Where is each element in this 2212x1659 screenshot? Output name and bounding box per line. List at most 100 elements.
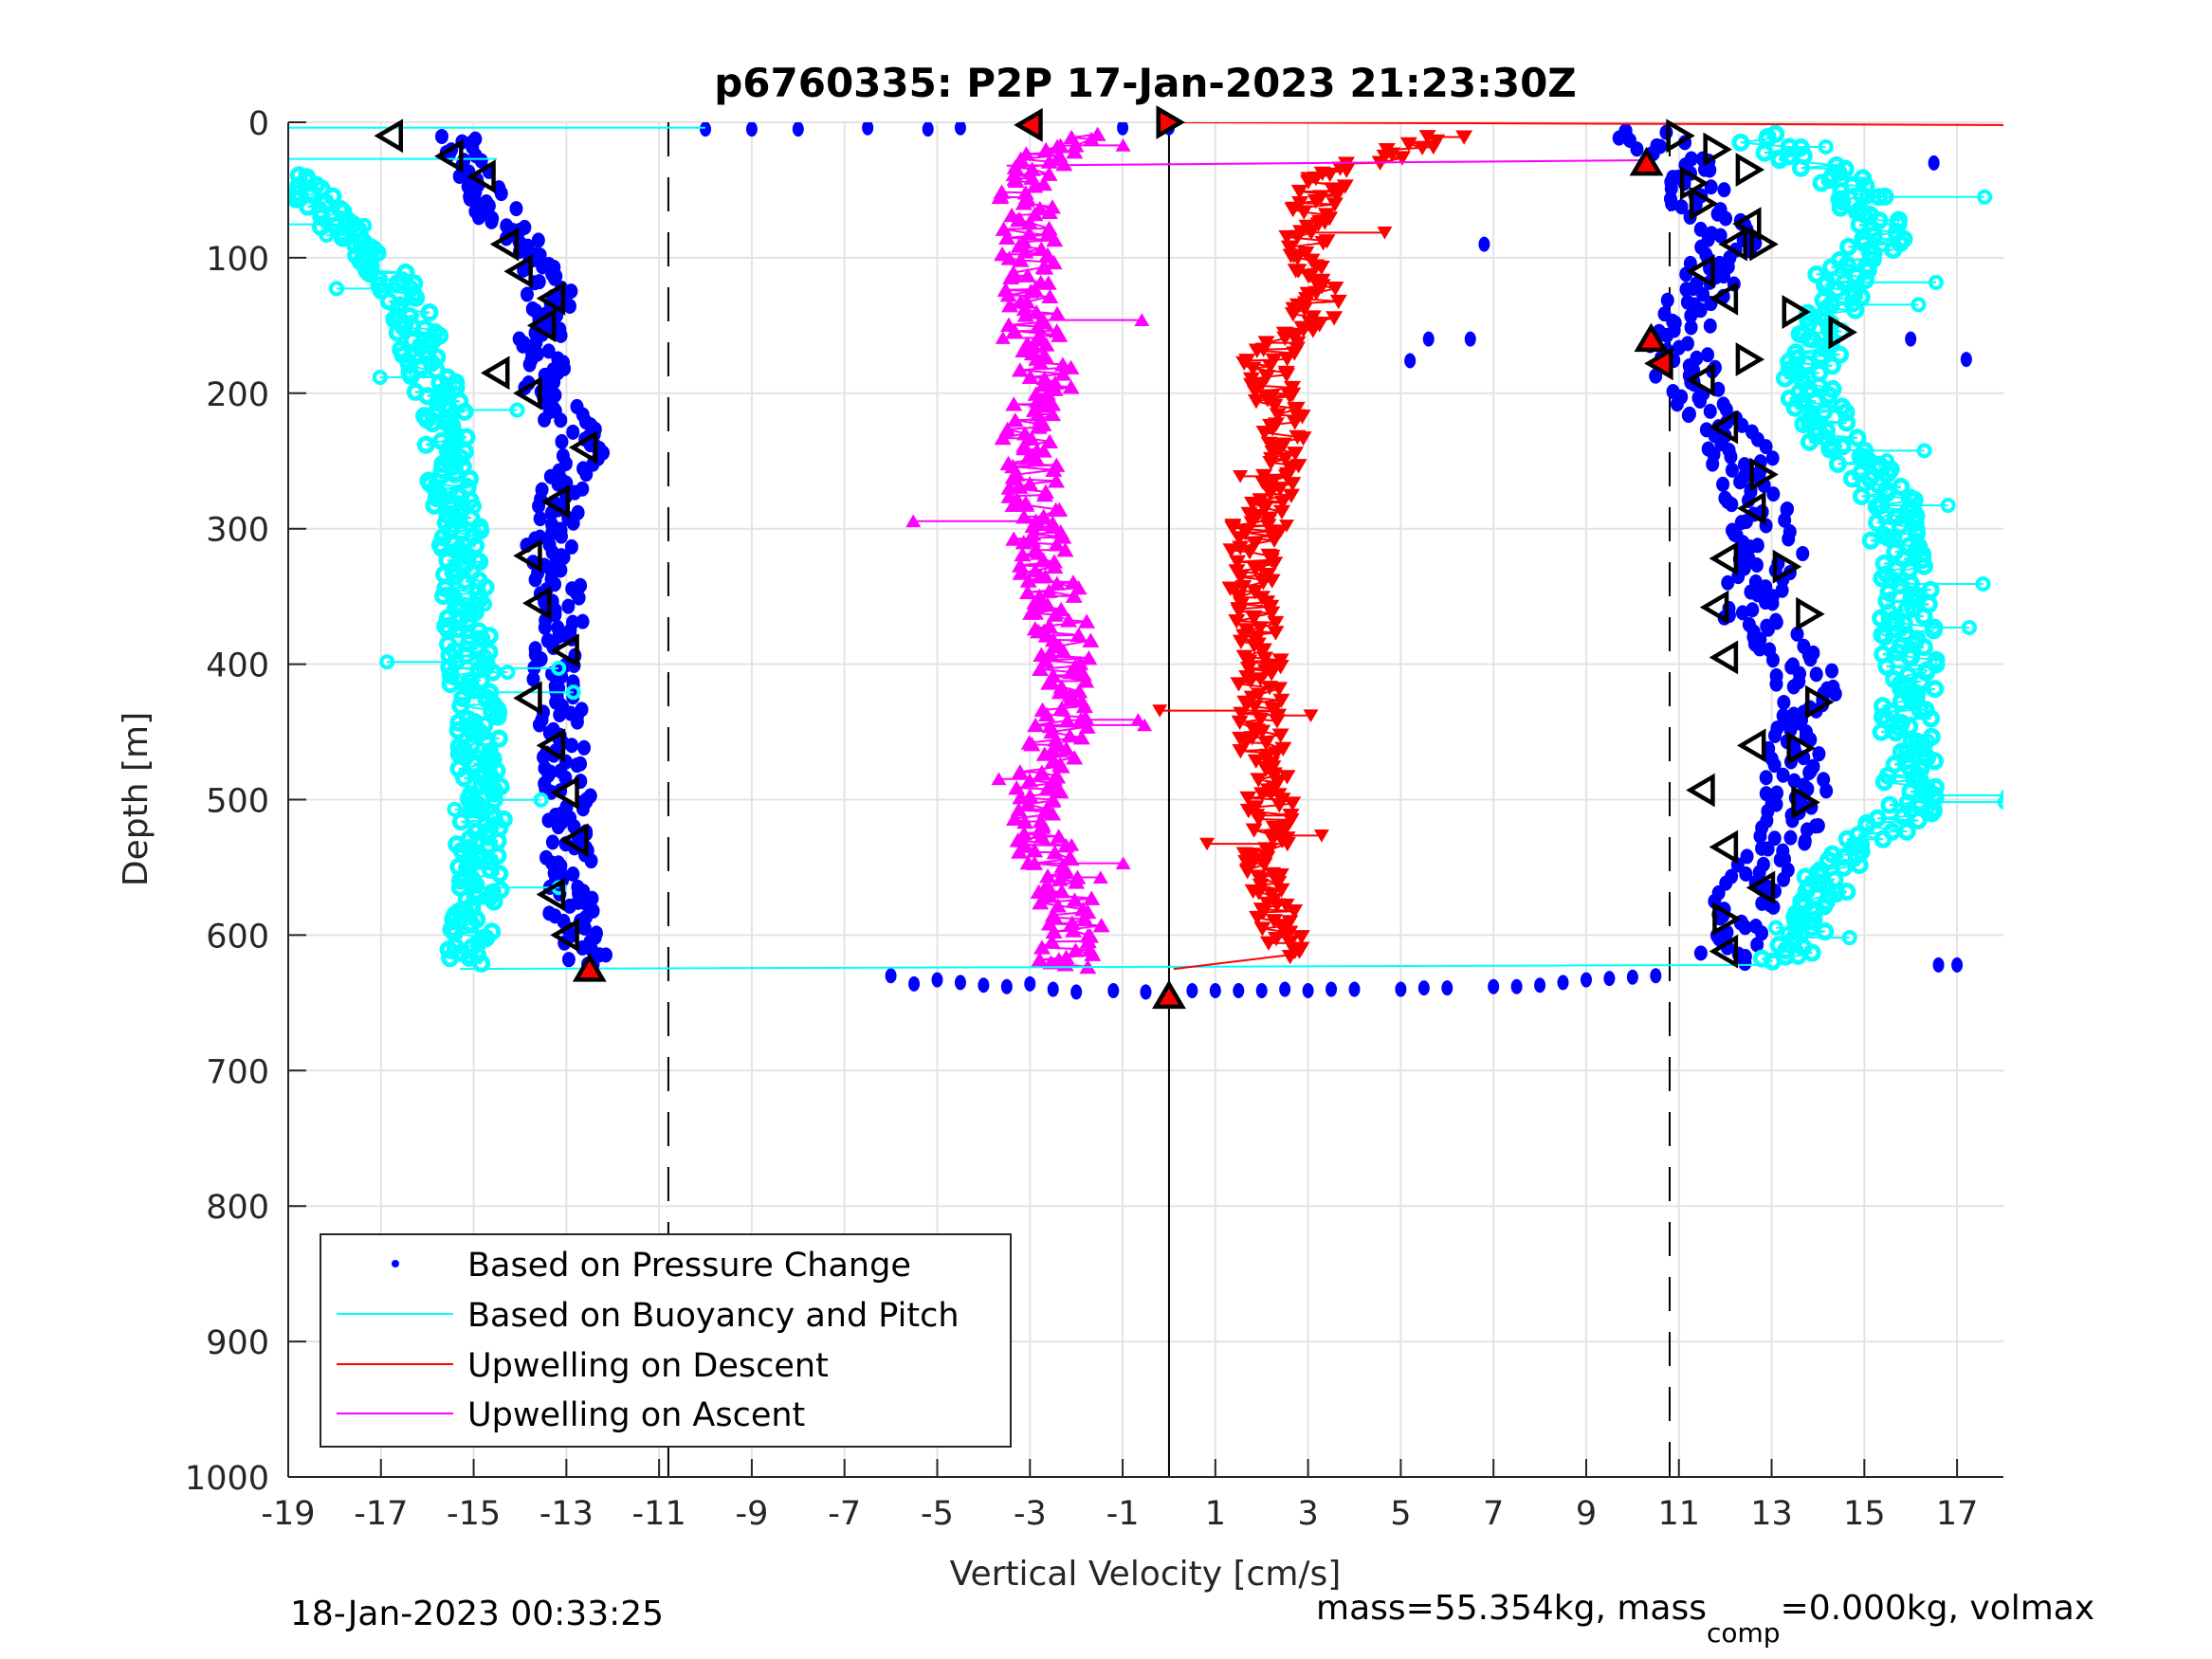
data-point	[1035, 486, 1053, 502]
data-point	[1739, 866, 1753, 882]
x-tick-label: 15	[1843, 1495, 1886, 1533]
data-point	[1417, 980, 1430, 996]
data-point	[551, 660, 567, 676]
connector-lines	[288, 122, 2003, 971]
data-point	[1066, 144, 1084, 159]
data-point	[1051, 871, 1069, 886]
data-point	[1765, 595, 1780, 611]
turn-marker	[1644, 346, 1673, 381]
segment-marker	[536, 281, 566, 316]
data-point	[1034, 443, 1052, 458]
series-segment	[1020, 259, 1054, 264]
data-point	[1115, 138, 1131, 152]
data-point	[528, 572, 542, 588]
data-point	[954, 122, 966, 136]
data-point	[1011, 764, 1029, 779]
data-point	[1046, 558, 1064, 574]
data-point	[1001, 298, 1019, 313]
x-tick-label: -7	[828, 1495, 861, 1533]
data-point	[995, 331, 1011, 344]
data-point	[1677, 175, 1691, 191]
data-point	[999, 287, 1017, 302]
series-segment	[1028, 862, 1063, 867]
data-point	[700, 122, 712, 137]
data-point	[566, 424, 580, 440]
data-point	[1039, 868, 1057, 884]
data-point	[1455, 130, 1473, 145]
data-point	[1761, 621, 1775, 637]
data-point	[1404, 353, 1417, 369]
data-point	[2000, 789, 2003, 802]
data-point	[1051, 684, 1069, 700]
data-point	[1006, 412, 1024, 428]
data-point	[1776, 767, 1790, 783]
data-point	[1255, 982, 1268, 998]
data-point	[1701, 347, 1715, 363]
data-point	[1130, 713, 1146, 726]
series-segment	[1020, 154, 1060, 160]
segment-marker	[526, 308, 557, 343]
series-segment	[1909, 655, 1911, 659]
data-point	[1905, 331, 1917, 347]
data-point	[554, 412, 568, 428]
data-point	[1773, 851, 1787, 867]
data-point	[1713, 228, 1728, 244]
data-point	[1721, 574, 1735, 591]
series-segment	[1016, 468, 1054, 476]
segment-marker	[1736, 728, 1766, 763]
data-point	[1002, 269, 1020, 284]
data-point	[1069, 627, 1088, 643]
data-point	[1083, 890, 1101, 905]
surface-connector	[1006, 159, 1647, 167]
turn-marker	[1629, 146, 1664, 176]
data-point	[1032, 569, 1050, 584]
data-point	[1046, 231, 1064, 247]
data-point	[1082, 632, 1100, 647]
data-point	[333, 228, 352, 247]
legend-marker-pressure	[392, 1260, 399, 1267]
data-point	[1023, 737, 1041, 752]
x-tick-labels: -19 -17 -15 -13 -11 -9 -7 -5 -3 -1 1 3 5 7 9 11 13 15 17	[261, 1495, 1978, 1533]
segment-marker	[1686, 773, 1715, 808]
data-point	[1050, 829, 1068, 844]
data-point	[544, 784, 558, 800]
data-point	[1015, 342, 1033, 358]
data-point	[1750, 937, 1764, 953]
series-segment	[1263, 910, 1295, 914]
segment-marker	[1689, 186, 1719, 221]
data-point	[1083, 131, 1101, 147]
data-point	[954, 975, 966, 991]
data-point	[1759, 439, 1773, 455]
data-point	[452, 841, 471, 860]
data-point	[1703, 403, 1717, 419]
data-point	[545, 834, 559, 850]
data-point	[1837, 883, 1856, 902]
segment-marker	[434, 138, 464, 173]
series-segment	[1016, 787, 1048, 791]
data-point	[1046, 607, 1064, 622]
segment-marker	[1804, 684, 1835, 720]
data-point	[379, 654, 395, 670]
data-point	[551, 476, 565, 492]
x-tick-label: -9	[735, 1495, 768, 1533]
data-point	[1035, 746, 1053, 761]
data-point	[1011, 362, 1029, 377]
data-point	[1005, 323, 1023, 338]
data-point	[1026, 843, 1044, 858]
data-point	[1065, 922, 1083, 938]
data-point	[471, 210, 485, 226]
data-point	[1940, 498, 1956, 514]
turn-marker	[1634, 322, 1669, 353]
series-segment	[320, 210, 344, 218]
data-point	[1510, 978, 1523, 994]
series-segment	[1040, 667, 1071, 673]
series-segment	[1049, 894, 1092, 900]
y-tick-label: 500	[206, 783, 269, 821]
y-tick-label: 400	[206, 647, 269, 685]
data-point	[1012, 565, 1030, 580]
data-point	[1649, 368, 1663, 384]
mass-text: mass=55.354kg, mass	[1316, 1589, 1707, 1628]
series-bottom-turn-pressure-change-	[885, 968, 1662, 1000]
series-pressure-change-ascent-	[1612, 123, 1842, 972]
data-point	[1022, 283, 1040, 299]
